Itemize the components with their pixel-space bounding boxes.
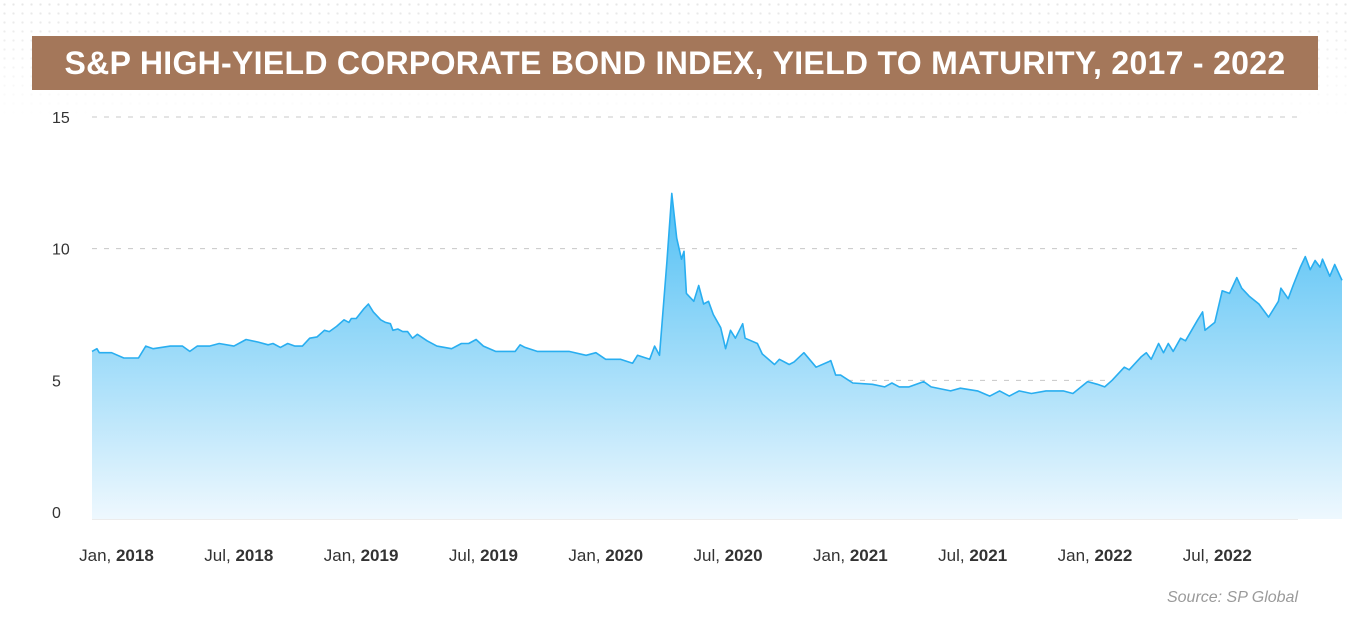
area-series bbox=[91, 192, 1343, 519]
y-tick-label: 0 bbox=[52, 505, 61, 522]
y-tick-label: 5 bbox=[52, 373, 61, 390]
x-tick-label: Jan, 2022 bbox=[1058, 546, 1133, 565]
x-tick-label: Jul, 2020 bbox=[694, 546, 763, 565]
y-tick-label: 15 bbox=[52, 110, 70, 127]
x-tick-label: Jan, 2020 bbox=[568, 546, 643, 565]
series-area-fill bbox=[92, 193, 1342, 519]
x-tick-label: Jan, 2019 bbox=[324, 546, 399, 565]
x-tick-label: Jan, 2018 bbox=[79, 546, 154, 565]
chart-title: S&P HIGH-YIELD CORPORATE BOND INDEX, YIE… bbox=[32, 36, 1318, 90]
x-tick-label: Jul, 2022 bbox=[1183, 546, 1252, 565]
series-line bbox=[91, 192, 1343, 397]
y-axis-ticks: 0 5 10 15 bbox=[52, 110, 70, 522]
source-note: Source: SP Global bbox=[1166, 589, 1298, 606]
x-tick-label: Jul, 2021 bbox=[938, 546, 1007, 565]
y-tick-label: 10 bbox=[52, 242, 70, 259]
x-tick-label: Jul, 2019 bbox=[449, 546, 518, 565]
x-axis-ticks: Jan, 2018 Jul, 2018 Jan, 2019 Jul, 2019 Jan,… bbox=[79, 546, 1252, 565]
x-tick-label: Jul, 2018 bbox=[204, 546, 273, 565]
x-tick-label: Jan, 2021 bbox=[813, 546, 888, 565]
